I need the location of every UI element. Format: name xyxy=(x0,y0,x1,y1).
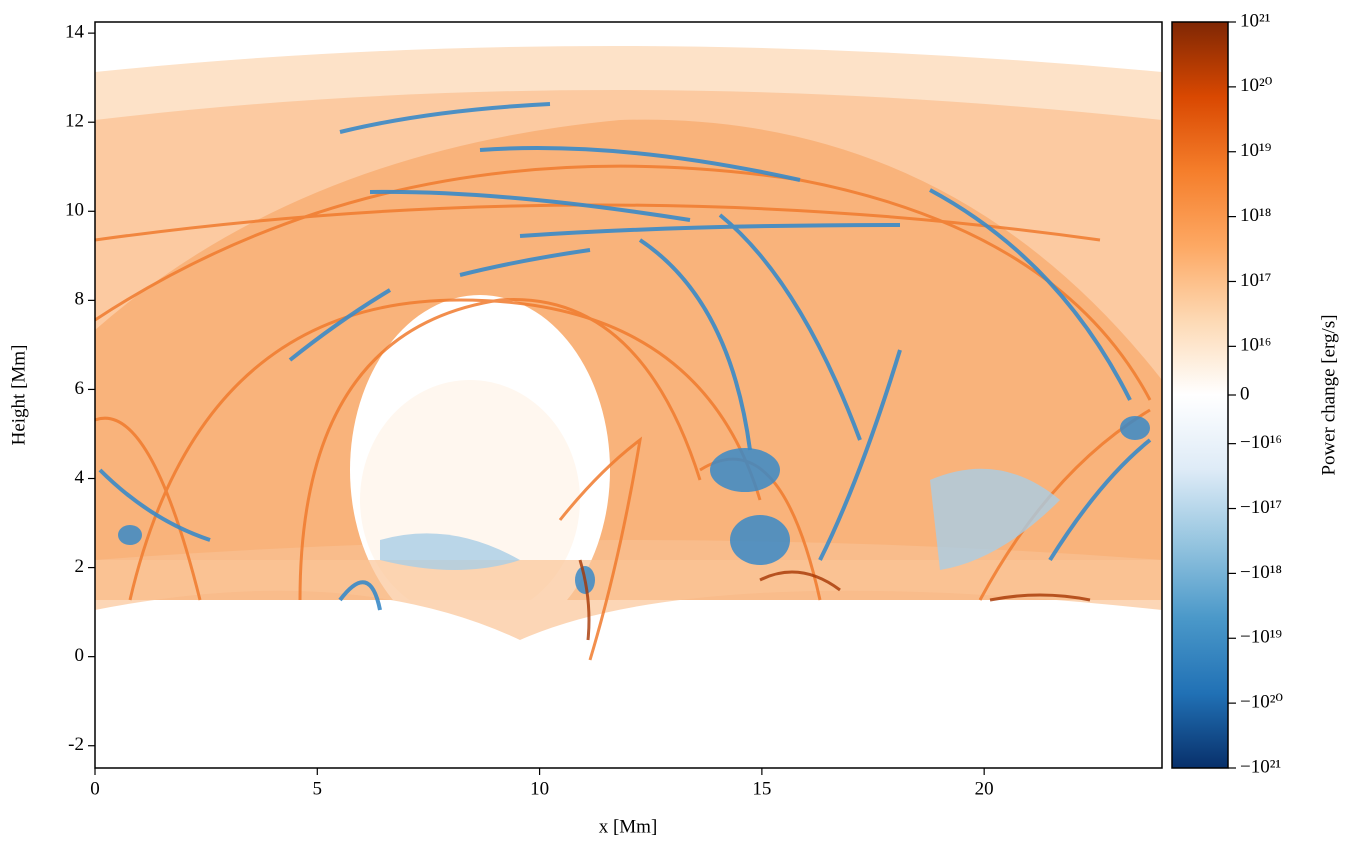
colorbar-tick-label: 10²⁰ xyxy=(1240,75,1273,96)
colorbar-tick-label: −10¹⁶ xyxy=(1240,432,1282,453)
colorbar-tick-label: −10²⁰ xyxy=(1240,691,1283,712)
colorbar-tick-label: 10¹⁶ xyxy=(1240,335,1271,356)
y-tick-label: 14 xyxy=(65,21,85,42)
x-axis-label: x [Mm] xyxy=(599,816,658,837)
colorbar-tick-label: 10¹⁹ xyxy=(1240,140,1272,161)
colorbar-label: Power change [erg/s] xyxy=(1318,314,1339,475)
colorbar-tick-label: −10²¹ xyxy=(1240,756,1281,777)
plot-frame xyxy=(94,21,1163,769)
y-tick-label: -2 xyxy=(68,734,84,755)
heatmap-image xyxy=(95,22,1162,768)
y-tick-label: 4 xyxy=(75,467,85,488)
colorbar-tick-label: −10¹⁸ xyxy=(1240,562,1282,583)
x-tick-label: 10 xyxy=(530,778,549,799)
colorbar-tick-label: −10¹⁹ xyxy=(1240,627,1282,648)
colorbar-tick-label: 0 xyxy=(1240,383,1250,404)
x-tick-label: 0 xyxy=(90,778,100,799)
y-tick-label: 10 xyxy=(65,200,84,221)
y-tick-label: 6 xyxy=(75,378,85,399)
y-tick-label: 12 xyxy=(65,111,84,132)
x-tick-label: 20 xyxy=(975,778,994,799)
y-tick-label: 0 xyxy=(75,645,85,666)
y-tick-label: 8 xyxy=(75,289,85,310)
y-tick-label: 2 xyxy=(75,556,85,577)
colorbar-tick-label: 10¹⁷ xyxy=(1240,270,1271,291)
x-tick-label: 15 xyxy=(752,778,771,799)
y-axis-label: Height [Mm] xyxy=(8,345,29,446)
colorbar-tick-label: 10¹⁸ xyxy=(1240,205,1271,226)
colorbar xyxy=(1171,21,1229,769)
x-tick-label: 5 xyxy=(313,778,323,799)
colorbar-tick-label: 10²¹ xyxy=(1240,10,1271,31)
colorbar-tick-label: −10¹⁷ xyxy=(1240,497,1282,518)
